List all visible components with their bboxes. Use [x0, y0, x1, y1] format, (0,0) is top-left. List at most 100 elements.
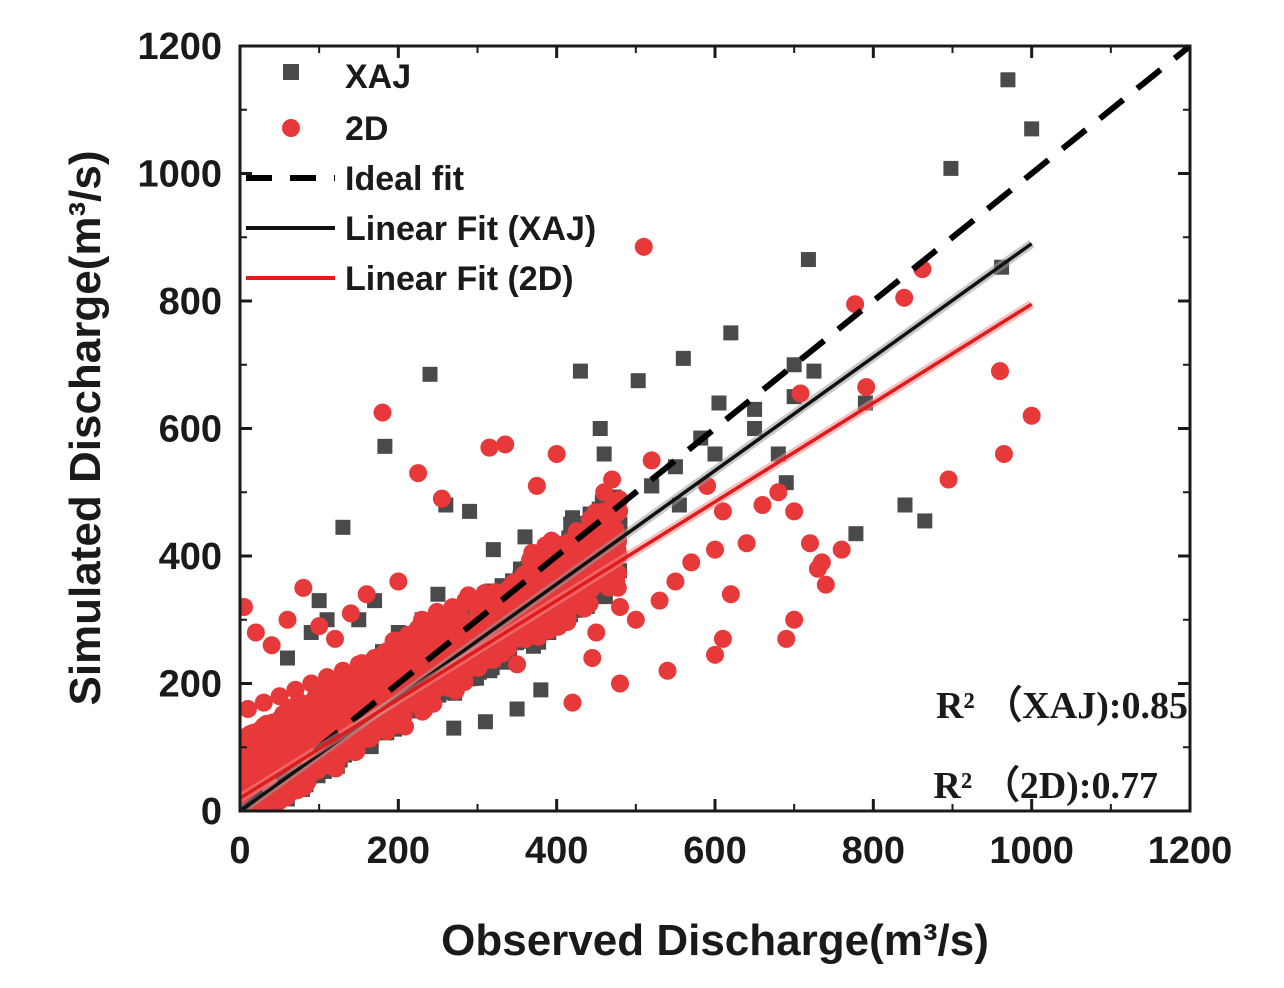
2d-cluster-point [523, 623, 542, 642]
xaj-point [707, 446, 723, 462]
xaj-point [917, 513, 933, 529]
2d-point [994, 445, 1013, 463]
2d-point [527, 476, 546, 495]
2d-point [611, 674, 629, 693]
2d-point [611, 598, 629, 616]
xaj-point [786, 357, 802, 373]
xaj-point [848, 526, 864, 542]
xaj-point [592, 421, 608, 436]
xaj-point [943, 160, 959, 176]
2d-cluster-point [413, 702, 432, 721]
2d-point [626, 610, 645, 629]
2d-cluster-point [427, 602, 446, 621]
xaj-point [446, 720, 462, 736]
2d-point [832, 540, 851, 559]
2d-point [278, 610, 297, 629]
2d-point [310, 617, 329, 636]
xaj-point [1000, 72, 1016, 88]
2d-cluster-point [281, 735, 300, 754]
legend-label-2d: 2D [345, 110, 388, 148]
2d-cluster-point [586, 503, 605, 522]
2d-point [294, 578, 313, 597]
xaj-point [747, 401, 763, 417]
2d-point [341, 604, 360, 623]
xaj-point [1024, 121, 1040, 137]
2d-point [286, 680, 305, 699]
2d-point [302, 674, 321, 693]
x-tick-label: 200 [367, 830, 430, 872]
y-tick-label: 1000 [137, 154, 222, 196]
2d-point [808, 559, 827, 578]
2d-cluster-point [607, 572, 626, 591]
2d-cluster-point [542, 611, 561, 630]
xaj-point [723, 325, 739, 341]
2d-point [432, 489, 451, 508]
2d-cluster-point [536, 536, 555, 555]
2d-point [480, 438, 499, 457]
x-tick-label: 800 [842, 830, 905, 872]
2d-point [587, 623, 606, 642]
2d-point [357, 585, 376, 604]
2d-cluster-point [459, 586, 478, 605]
xaj-point [509, 701, 525, 717]
2d-point [634, 237, 653, 256]
2d-point [682, 553, 701, 572]
2d-point [436, 623, 455, 642]
xaj-point [806, 363, 822, 379]
legend-label-fit-2d: Linear Fit (2D) [345, 260, 574, 298]
legend-label-xaj: XAJ [345, 58, 411, 96]
2d-point [991, 362, 1009, 381]
2d-cluster-point [478, 594, 497, 613]
2d-point [496, 435, 515, 454]
xaj-point [711, 395, 727, 411]
2d-point [381, 642, 400, 661]
y-axis-title: Simulated Discharge(m³/s) [61, 150, 110, 705]
2d-point [262, 636, 281, 655]
2d-cluster-point [274, 711, 293, 730]
y-tick-label: 600 [159, 409, 222, 451]
xaj-point [377, 438, 393, 454]
2d-point [373, 403, 392, 422]
xaj-point [430, 586, 446, 602]
y-tick-label: 800 [159, 281, 222, 323]
2d-cluster-point [267, 737, 286, 756]
2d-point [508, 655, 527, 674]
fit-2d-line [240, 302, 1033, 800]
legend-marker-2d [282, 119, 300, 137]
2d-point [409, 464, 428, 483]
2d-point [801, 534, 819, 553]
2d-point [563, 547, 582, 565]
xaj-point [675, 350, 691, 366]
ideal-fit-line [240, 46, 1190, 811]
2d-point [816, 575, 835, 594]
xaj-point [644, 478, 660, 494]
xaj-point [485, 542, 501, 558]
xaj-point [630, 373, 646, 389]
2d-point [713, 502, 732, 521]
xaj-point [280, 650, 295, 666]
2d-point [706, 645, 724, 664]
y-tick-label: 200 [159, 664, 222, 706]
xaj-point [800, 252, 816, 268]
2d-point [939, 470, 958, 489]
2d-point [785, 610, 804, 629]
2d-point [1022, 406, 1041, 425]
y-tick-label: 0 [201, 791, 222, 833]
2d-cluster-point [352, 730, 371, 749]
2d-point [642, 451, 661, 470]
2d-point [713, 629, 732, 648]
2d-point [318, 668, 337, 687]
x-tick-label: 0 [229, 830, 250, 872]
xaj-point [517, 529, 533, 545]
xaj-point [335, 519, 351, 535]
2d-cluster-point [363, 665, 382, 684]
2d-cluster-point [305, 695, 324, 714]
2d-point [595, 483, 614, 502]
2d-point [777, 629, 796, 648]
fit-lines-layer [240, 46, 1190, 811]
2d-cluster-point [289, 704, 308, 723]
xaj-point [311, 593, 327, 609]
2d-point [421, 629, 439, 648]
2d-point [791, 384, 810, 403]
